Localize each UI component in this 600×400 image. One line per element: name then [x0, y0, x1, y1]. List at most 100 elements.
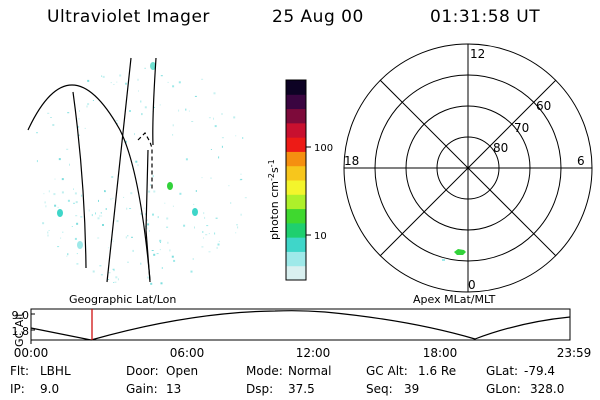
aurora-speckle: [140, 100, 142, 103]
aurora-speckle: [221, 145, 223, 148]
mode-label: Mode:: [246, 364, 283, 378]
aurora-speckle: [125, 236, 127, 239]
aurora-speckle: [137, 164, 139, 167]
aurora-speckle: [74, 192, 77, 195]
seq-value: 39: [404, 382, 420, 396]
aurora-speckle: [100, 212, 102, 214]
aurora-speckle: [125, 82, 127, 85]
dsp-label: Dsp:: [246, 382, 274, 396]
aurora-speckle: [166, 226, 169, 228]
aurora-speckle: [221, 137, 224, 139]
aurora-speckle: [54, 178, 56, 180]
aurora-speckle: [217, 243, 220, 246]
aurora-speckle: [110, 198, 112, 201]
aurora-speckle: [54, 204, 57, 207]
aurora-speckle: [149, 184, 151, 186]
aurora-speckle: [140, 262, 142, 265]
aurora-speckle: [100, 274, 103, 276]
altitude-frame: [30, 308, 571, 341]
colorbar-unit-label: photon cm-2s-1: [267, 159, 281, 240]
colorbar-cell: [286, 251, 306, 267]
aurora-speckle: [218, 156, 220, 159]
aurora-speckle: [233, 116, 236, 119]
aurora-speckle: [99, 265, 102, 267]
aurora-speckle: [149, 229, 150, 232]
aurora-speckle: [240, 213, 242, 216]
flt-label: Flt:: [10, 364, 29, 378]
aurora-speckle: [73, 202, 75, 204]
aurora-speckle: [193, 203, 195, 205]
aurora-speckle: [240, 178, 243, 180]
aurora-speckle: [116, 81, 118, 83]
aurora-speckle: [146, 219, 148, 221]
aurora-speckle: [115, 120, 118, 122]
aurora-speckle: [75, 201, 78, 204]
instrument-title: Ultraviolet Imager: [47, 7, 210, 27]
colorbar-cell: [286, 222, 306, 238]
aurora-speckle: [73, 188, 74, 190]
y-tick-label-9: 9.0: [12, 309, 30, 322]
aurora-blob: [77, 241, 83, 249]
aurora-speckle: [44, 201, 46, 204]
aurora-speckle: [159, 104, 161, 106]
aurora-speckle: [208, 233, 210, 235]
aurora-speckle: [172, 85, 175, 88]
seq-label: Seq:: [366, 382, 393, 396]
aurora-speckle: [123, 196, 125, 198]
ip-value: 9.0: [40, 382, 60, 396]
aurora-speckle: [87, 103, 90, 106]
aurora-speckle: [178, 109, 180, 112]
aurora-speckle: [228, 185, 230, 187]
aurora-speckle: [132, 249, 134, 252]
aurora-speckle: [116, 220, 119, 223]
aurora-blob-polar: [454, 249, 466, 255]
colorbar-cell: [286, 237, 306, 252]
aurora-speckle: [194, 226, 195, 229]
aurora-speckle: [201, 78, 204, 80]
aurora-speckle: [98, 199, 99, 202]
aurora-speckle: [202, 231, 204, 233]
aurora-speckle: [61, 178, 64, 181]
aurora-speckle: [47, 234, 49, 237]
date-label: 25 Aug 00: [272, 7, 364, 27]
aurora-speckle: [183, 224, 186, 227]
aurora-speckle: [48, 190, 50, 193]
aurora-speckle: [242, 137, 244, 139]
mlt-label-18: 18: [344, 154, 359, 168]
aurora-speckle: [208, 117, 211, 119]
colorbar: 100 10 photon cm-2s-1: [267, 79, 333, 281]
aurora-speckle: [137, 78, 139, 81]
aurora-speckle: [148, 190, 151, 193]
aurora-speckle: [156, 253, 159, 255]
aurora-speckle: [91, 214, 93, 217]
aurora-speckle: [166, 217, 169, 220]
x-tick-label-0000: 00:00: [14, 346, 49, 360]
aurora-speckle: [161, 267, 163, 269]
gain-label: Gain:: [126, 382, 158, 396]
aurora-speckle: [97, 237, 100, 239]
aurora-speckle: [76, 222, 79, 225]
lat-lon-curve-arc: [27, 84, 151, 281]
aurora-speckle: [213, 92, 216, 95]
colorbar-cell: [286, 80, 306, 95]
door-label: Door:: [126, 364, 159, 378]
colorbar-cell: [286, 208, 306, 224]
aurora-speckle: [159, 241, 161, 243]
aurora-speckle: [57, 206, 59, 208]
aurora-speckle: [237, 226, 239, 229]
colorbar-cells: [286, 80, 306, 281]
polar-plot: 12 18 6 0 60 70 80: [343, 43, 593, 293]
aurora-speckle: [84, 127, 86, 129]
aurora-speckle: [108, 272, 111, 274]
aurora-speckle: [216, 246, 218, 249]
aurora-speckle: [104, 190, 106, 192]
time-label: 01:31:58 UT: [430, 7, 541, 27]
lat-lon-curve-vertical-3: [152, 57, 157, 146]
aurora-speckle: [108, 247, 110, 249]
gc-alt-label: GC Alt:: [366, 364, 408, 378]
aurora-speckle: [58, 158, 61, 161]
ip-label: IP:: [10, 382, 25, 396]
aurora-speckle: [214, 232, 216, 235]
colorbar-cell: [286, 151, 306, 167]
aurora-speckle: [236, 224, 238, 226]
